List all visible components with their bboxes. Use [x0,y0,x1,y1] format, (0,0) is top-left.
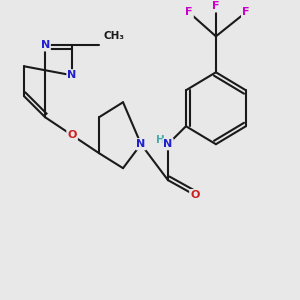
Text: F: F [242,8,250,17]
Text: N: N [40,40,50,50]
Text: CH₃: CH₃ [103,31,124,41]
Text: O: O [68,130,77,140]
Text: F: F [185,8,193,17]
Text: N: N [164,139,172,149]
Text: H: H [156,135,165,145]
Text: O: O [190,190,200,200]
Text: N: N [68,70,77,80]
Text: N: N [136,139,146,149]
Text: F: F [212,2,220,11]
